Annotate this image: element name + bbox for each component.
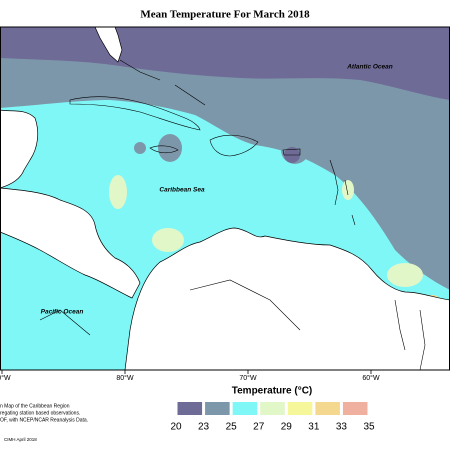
legend-swatch	[260, 402, 285, 415]
legend-title: Temperature (°C)	[232, 386, 313, 397]
country-borders	[39, 279, 301, 336]
credit: CIMH April 2018	[4, 437, 37, 442]
longitude-label: 70°W	[239, 374, 257, 382]
legend-swatch	[342, 402, 368, 415]
note: n Map of the Caribbean Region	[0, 403, 70, 409]
florida	[94, 26, 123, 63]
legend-swatch	[287, 402, 313, 415]
longitude-label: 80°W	[116, 374, 134, 382]
ocean-label: Atlantic Ocean	[346, 64, 393, 71]
ocean-label: Pacific Ocean	[41, 309, 84, 316]
longitude-label: 90°W	[0, 374, 11, 382]
note: regating station based observations.	[0, 410, 80, 416]
legend-tick-label: 31	[308, 422, 320, 433]
temperature-zone-23-25	[0, 27, 450, 290]
central-america	[0, 187, 141, 299]
legend-tick-label: 27	[253, 422, 265, 433]
legend-swatch	[232, 402, 258, 415]
bahamas	[119, 59, 206, 106]
puerto-rico	[282, 148, 301, 156]
temperature-zone-27-29	[152, 228, 184, 252]
sea-label: Caribbean Sea	[159, 187, 205, 194]
legend: 20 23 25 27 29 31 33 35	[170, 402, 375, 433]
longitude-label: 60°W	[362, 374, 380, 382]
map-area: Atlantic Ocean Caribbean Sea Pacific Oce…	[0, 26, 450, 371]
legend-swatch	[177, 402, 203, 415]
jamaica	[149, 145, 179, 154]
legend-tick-label: 25	[226, 422, 238, 433]
map-title: Mean Temperature For March 2018	[140, 9, 310, 21]
yucatan	[0, 109, 39, 189]
temperature-zone-23-25	[134, 142, 146, 154]
temperature-zone-23-25	[158, 134, 182, 162]
legend-tick-label: 33	[336, 422, 348, 433]
legend-tick-label: 20	[170, 422, 182, 433]
legend-tick-label: 23	[198, 422, 210, 433]
longitude-axis: 90°W 80°W 70°W 60°W	[0, 370, 380, 382]
cuba	[69, 96, 201, 131]
note: OF, with NCEP/NCAR Reanalysis Data.	[0, 417, 88, 423]
legend-swatch	[315, 402, 340, 415]
lesser-antilles	[329, 159, 356, 226]
guianas-borders	[394, 299, 426, 371]
temperature-zone-27-29	[109, 175, 127, 209]
legend-tick-label: 29	[281, 422, 293, 433]
legend-swatch	[205, 402, 230, 415]
legend-tick-label: 35	[363, 422, 375, 433]
hispaniola	[209, 134, 259, 157]
south-america	[124, 227, 450, 371]
temperature-zone-27-29	[387, 263, 423, 287]
temperature-zone-27-29	[342, 180, 354, 200]
